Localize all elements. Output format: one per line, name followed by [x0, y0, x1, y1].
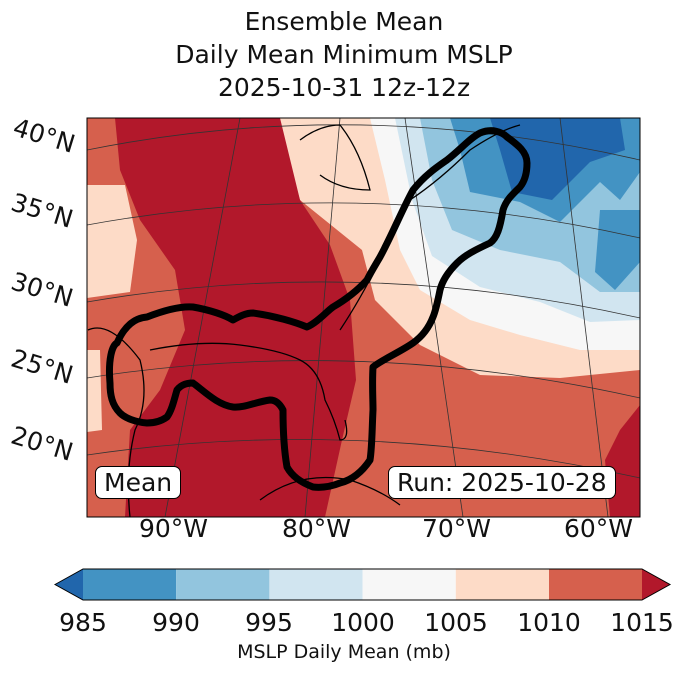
lon-label-60w: 60°W [564, 514, 634, 543]
colorbar-extend-low [55, 569, 83, 600]
lon-label-70w: 70°W [422, 514, 492, 543]
colorbar-tick: 1000 [331, 608, 395, 637]
region-1005-left-low [87, 350, 102, 432]
region-1005-left [87, 185, 137, 298]
colorbar-tick: 1015 [610, 608, 674, 637]
colorbar-segment-1005-1010 [455, 569, 549, 600]
run-date-label: Run: 2025-10-28 [388, 466, 616, 499]
title-line-3: 2025-10-31 12z-12z [217, 73, 471, 102]
colorbar-tick: 990 [152, 608, 200, 637]
colorbar-segment-985-990 [83, 569, 177, 600]
title-line-2: Daily Mean Minimum MSLP [175, 40, 513, 69]
title-line-1: Ensemble Mean [244, 7, 444, 36]
colorbar-tick: 995 [245, 608, 293, 637]
colorbar-segment-1010-1015 [549, 569, 642, 600]
colorbar-tick: 985 [59, 608, 107, 637]
colorbar-tick: 1005 [424, 608, 488, 637]
probability-contour [106, 127, 531, 491]
colorbar-segment-995-1000 [269, 569, 363, 600]
colorbar-segment-1000-1005 [362, 569, 456, 600]
colorbar-segment-990-995 [176, 569, 270, 600]
colorbar [53, 568, 672, 601]
colorbar-tick: 1010 [517, 608, 581, 637]
region-985-east [595, 210, 640, 290]
colorbar-extend-high [642, 569, 670, 600]
lon-label-80w: 80°W [282, 514, 352, 543]
lon-label-90w: 90°W [139, 514, 209, 543]
mean-label: Mean [95, 466, 182, 499]
colorbar-label: MSLP Daily Mean (mb) [237, 641, 451, 663]
